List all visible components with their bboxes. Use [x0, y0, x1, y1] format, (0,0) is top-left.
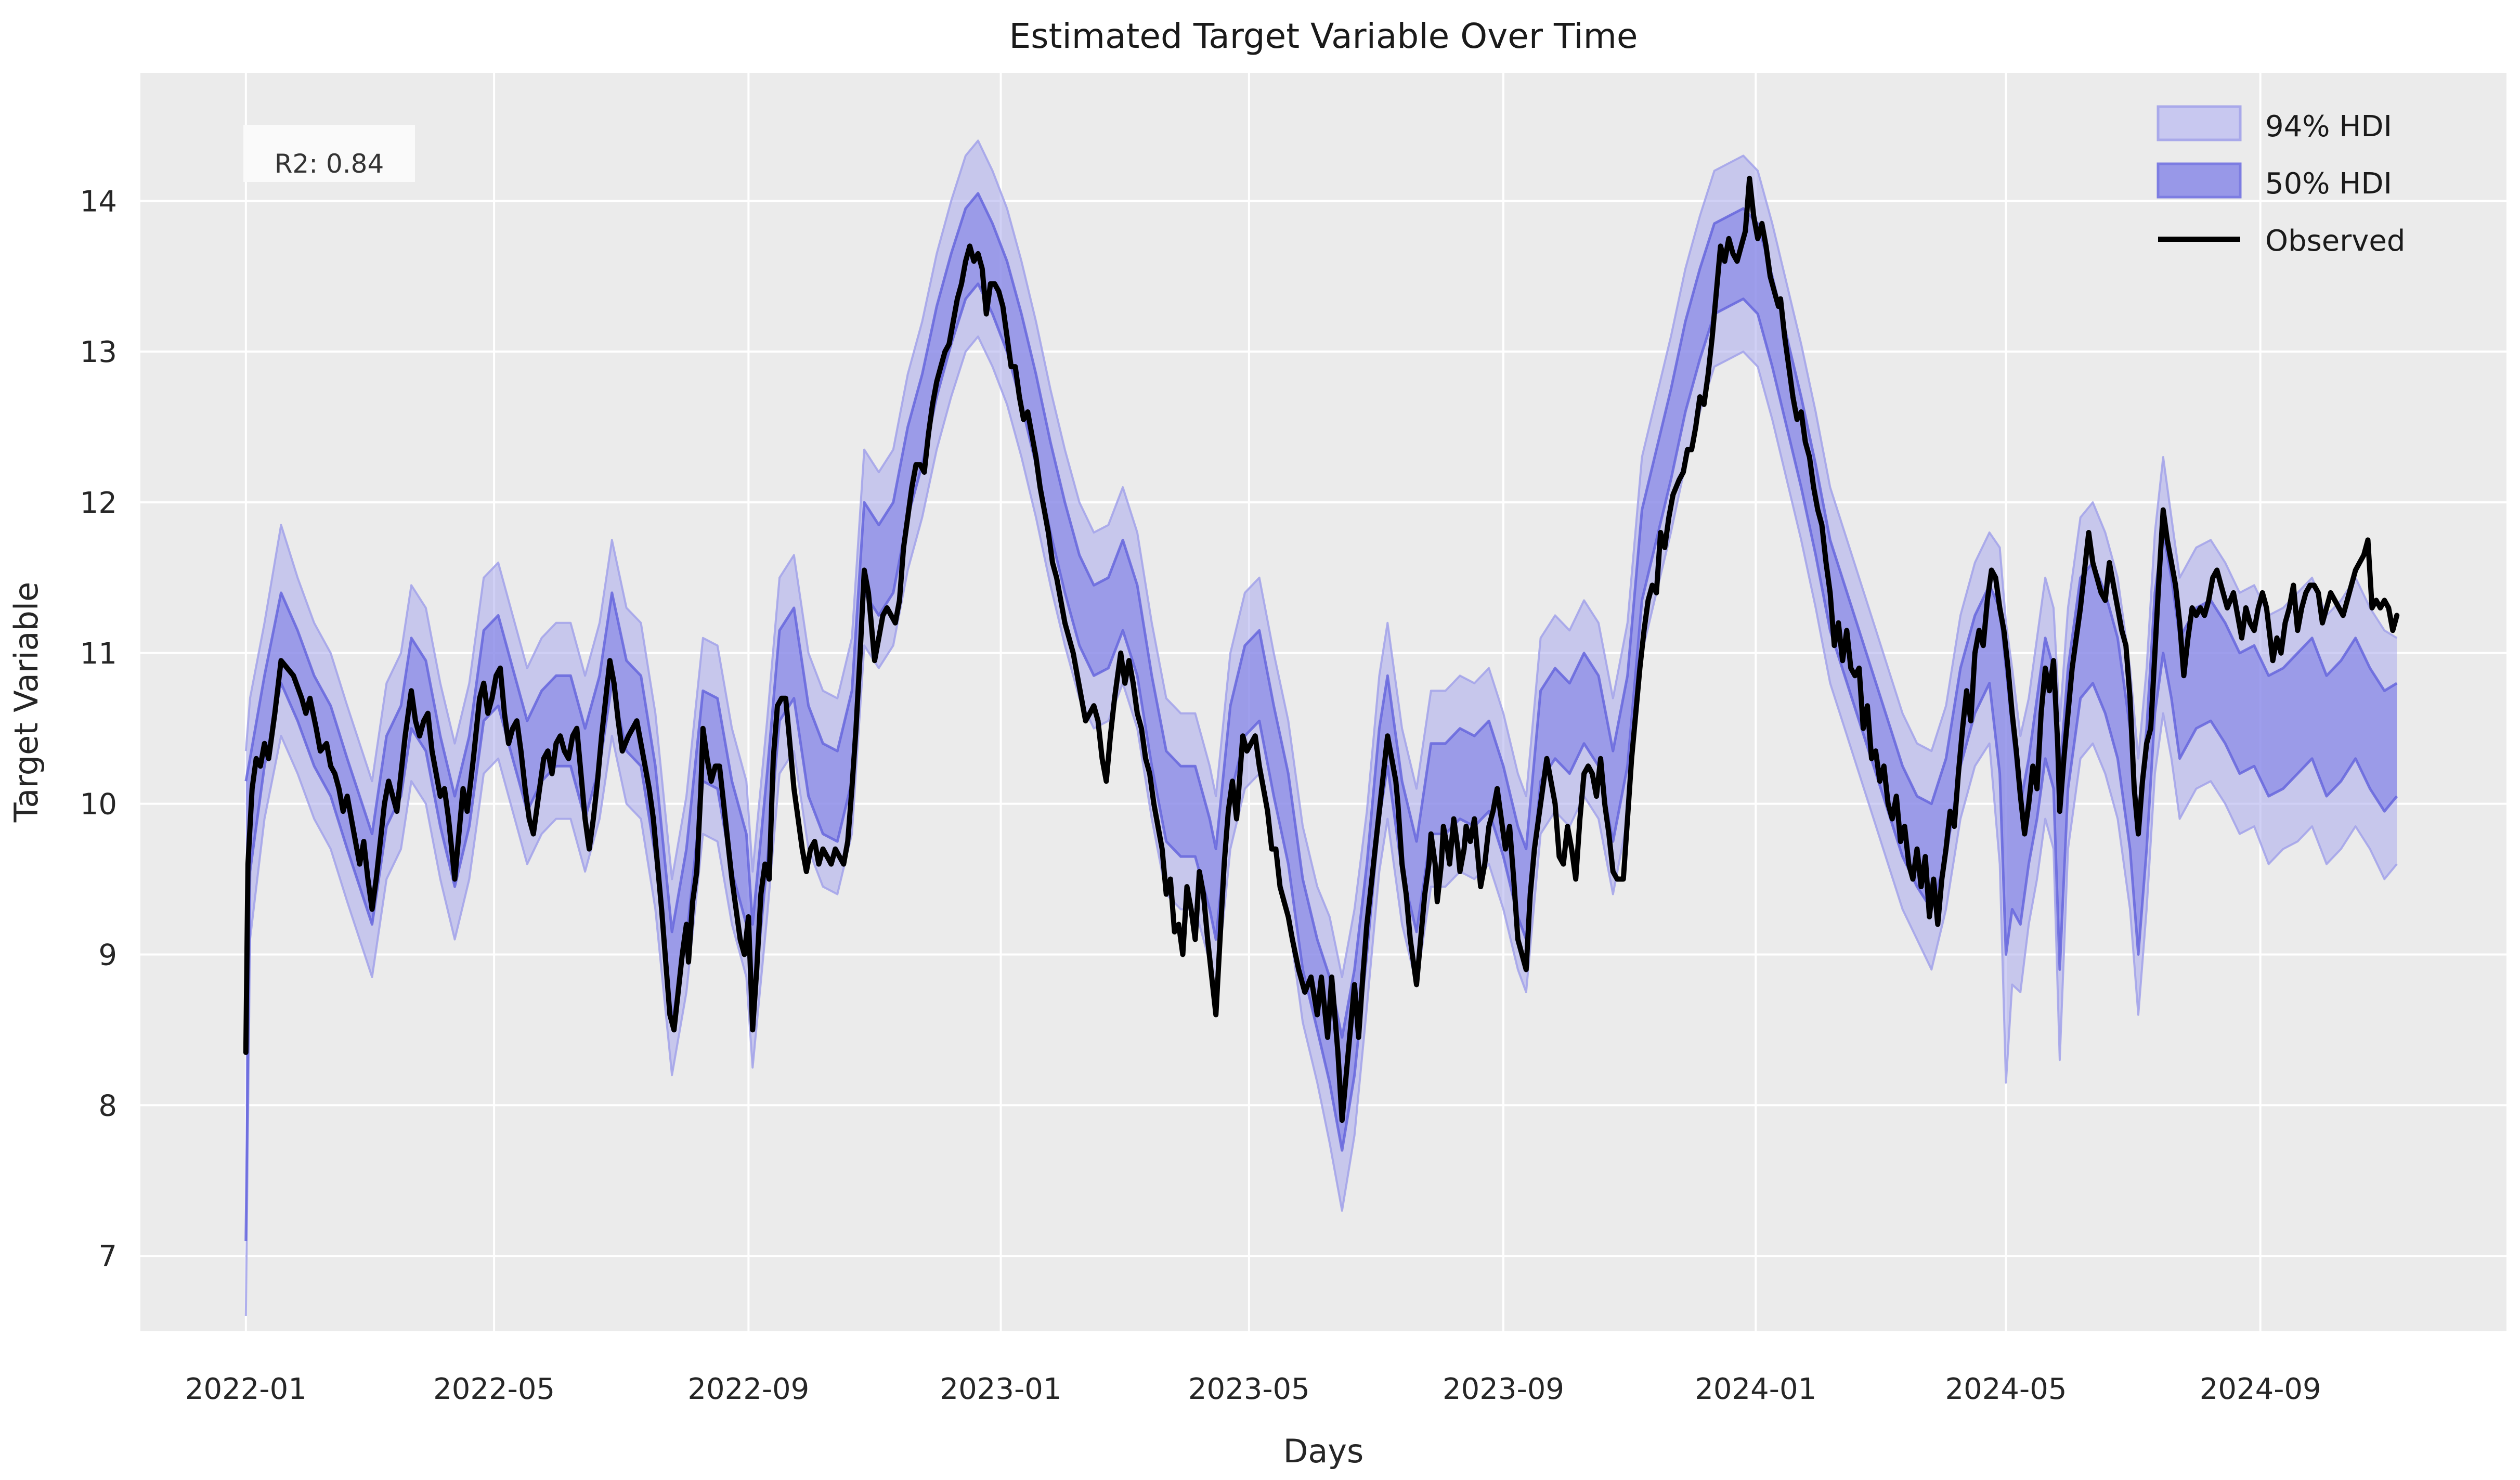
- legend-swatch-94hdi: [2157, 105, 2242, 141]
- hdi50-band: [245, 193, 2397, 1241]
- x-tick-label: 2024-01: [1695, 1372, 1816, 1406]
- x-tick-label: 2024-05: [1945, 1372, 2067, 1406]
- r2-annotation: R2: 0.84: [243, 125, 415, 182]
- observed-line: [243, 175, 2400, 1123]
- y-tick-label: 8: [98, 1089, 117, 1123]
- hdi94-lower-edge: [244, 335, 2398, 1317]
- hdi94-upper-edge: [244, 139, 2398, 978]
- x-tick-label: 2022-05: [433, 1372, 555, 1406]
- y-tick-label: 7: [98, 1240, 117, 1274]
- x-tick-label: 2023-01: [940, 1372, 1062, 1406]
- hdi50-upper-edge: [244, 192, 2398, 1039]
- y-tick-label: 14: [80, 185, 117, 218]
- legend-label-94hdi: 94% HDI: [2265, 110, 2392, 144]
- x-tick-label: 2024-09: [2200, 1372, 2321, 1406]
- y-tick-label: 13: [80, 335, 117, 369]
- r2-annotation-box: [243, 125, 415, 182]
- tick-labels: 7 8 9 10 11 12 13 14 2022-01 2022-05 2022-09 2023-0…: [80, 185, 2321, 1406]
- r2-annotation-text: R2: 0.84: [275, 149, 384, 179]
- legend: 94% HDI 50% HDI Observed: [2157, 105, 2405, 258]
- y-tick-label: 11: [80, 637, 117, 671]
- x-tick-label: 2022-01: [185, 1372, 307, 1406]
- y-axis-label: Target Variable: [7, 582, 45, 823]
- x-tick-label: 2023-05: [1188, 1372, 1310, 1406]
- y-tick-label: 9: [98, 938, 117, 972]
- legend-swatch-50hdi: [2157, 162, 2242, 199]
- legend-label-observed: Observed: [2265, 224, 2405, 258]
- y-tick-label: 12: [80, 486, 117, 520]
- x-tick-label: 2022-09: [687, 1372, 809, 1406]
- x-axis-label: Days: [1283, 1432, 1364, 1470]
- x-tick-label: 2023-09: [1443, 1372, 1564, 1406]
- series-layer: [243, 139, 2400, 1317]
- y-tick-label: 10: [80, 788, 117, 822]
- legend-label-50hdi: 50% HDI: [2265, 167, 2392, 201]
- chart-title: Estimated Target Variable Over Time: [1009, 16, 1638, 56]
